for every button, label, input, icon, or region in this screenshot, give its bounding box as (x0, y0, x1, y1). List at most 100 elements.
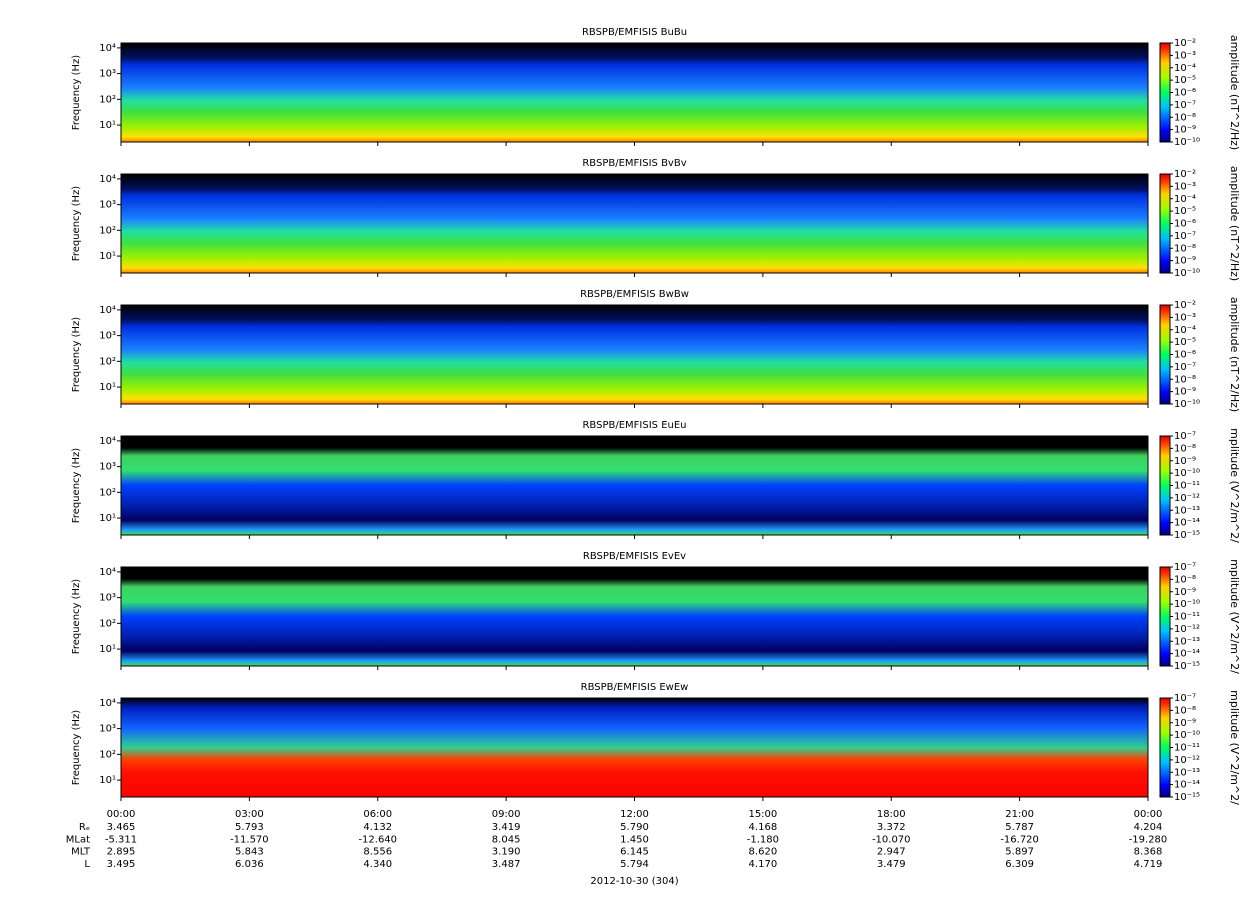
ephemeris-label: MLT (71, 847, 91, 858)
ephemeris-value: 3.372 (877, 822, 906, 833)
colorbar-tick-label: 10⁻⁸ (1174, 705, 1196, 716)
spectrogram-image (121, 698, 1148, 797)
ephemeris-value: 4.132 (363, 822, 392, 833)
colorbar-label: mplitude (V^2/m^2/ (1228, 559, 1241, 674)
spectrogram-image (121, 567, 1148, 666)
colorbar-tick-label: 10⁻¹¹ (1174, 612, 1200, 623)
ephemeris-value: 3.487 (492, 859, 521, 870)
colorbar-tick-label: 10⁻⁶ (1174, 350, 1196, 361)
y-tick-label: 10³ (99, 69, 116, 80)
spectrogram-image (121, 174, 1148, 273)
ephemeris-value: 8.368 (1134, 847, 1163, 858)
colorbar-tick-label: 10⁻⁵ (1174, 206, 1196, 217)
colorbar-tick-label: 10⁻² (1174, 38, 1196, 49)
colorbar-tick-label: 10⁻⁴ (1174, 63, 1196, 74)
y-axis-label: Frequency (Hz) (71, 317, 82, 393)
y-tick-label: 10³ (99, 331, 116, 342)
colorbar-label: amplitude (nT^2/Hz) (1228, 35, 1241, 150)
date-label: 2012-10-30 (304) (590, 876, 678, 887)
y-tick-label: 10² (99, 749, 116, 760)
y-tick-label: 10³ (99, 724, 116, 735)
colorbar-label: mplitude (V^2/m^2/ (1228, 428, 1241, 543)
ephemeris-value: 4.340 (363, 859, 392, 870)
ephemeris-value: -10.070 (872, 834, 911, 845)
x-tick-label: 03:00 (235, 809, 264, 820)
y-tick-label: 10¹ (99, 251, 116, 262)
colorbar-tick-label: 10⁻¹⁰ (1174, 468, 1200, 479)
y-tick-label: 10² (99, 618, 116, 629)
colorbar-tick-label: 10⁻⁷ (1174, 431, 1196, 442)
colorbar-tick-label: 10⁻⁸ (1174, 112, 1196, 123)
colorbar-tick-label: 10⁻⁶ (1174, 88, 1196, 99)
colorbar-tick-label: 10⁻¹⁰ (1174, 268, 1200, 279)
ephemeris-value: 8.556 (363, 847, 392, 858)
colorbar-label: amplitude (nT^2/Hz) (1228, 166, 1241, 281)
colorbar-tick-label: 10⁻⁵ (1174, 337, 1196, 348)
colorbar-label: amplitude (nT^2/Hz) (1228, 297, 1241, 412)
x-tick-label: 12:00 (620, 809, 649, 820)
y-axis-label: Frequency (Hz) (71, 710, 82, 786)
colorbar-tick-label: 10⁻⁹ (1174, 718, 1196, 729)
y-tick-label: 10² (99, 356, 116, 367)
colorbar-tick-label: 10⁻⁸ (1174, 574, 1196, 585)
y-tick-label: 10² (99, 487, 116, 498)
ephemeris-value: -11.570 (230, 834, 269, 845)
ephemeris-value: 4.170 (749, 859, 778, 870)
colorbar-tick-label: 10⁻¹⁴ (1174, 518, 1200, 529)
ephemeris-value: 2.947 (877, 847, 906, 858)
colorbar-tick-label: 10⁻⁸ (1174, 243, 1196, 254)
ephemeris-value: 5.794 (620, 859, 649, 870)
ephemeris-value: -5.311 (105, 834, 137, 845)
colorbar-tick-label: 10⁻⁷ (1174, 100, 1196, 111)
panel-title: RBSPB/EMFISIS BuBu (582, 27, 687, 38)
y-tick-label: 10⁴ (99, 698, 116, 709)
ephemeris-label: MLat (66, 834, 90, 845)
ephemeris-value: 3.495 (107, 859, 136, 870)
spectrogram-image (121, 305, 1148, 404)
spectrogram-image (121, 43, 1148, 142)
ephemeris-value: -12.640 (358, 834, 397, 845)
colorbar-tick-label: 10⁻³ (1174, 181, 1196, 192)
ephemeris-value: 6.145 (620, 847, 649, 858)
y-tick-label: 10³ (99, 593, 116, 604)
ephemeris-value: 6.036 (235, 859, 264, 870)
ephemeris-value: -1.180 (747, 834, 779, 845)
panel-title: RBSPB/EMFISIS EuEu (582, 420, 686, 431)
colorbar-tick-label: 10⁻¹⁰ (1174, 137, 1200, 148)
x-tick-label: 00:00 (107, 809, 136, 820)
colorbar-tick-label: 10⁻³ (1174, 312, 1196, 323)
colorbar-tick-label: 10⁻⁸ (1174, 443, 1196, 454)
colorbar-tick-label: 10⁻¹² (1174, 493, 1200, 504)
x-tick-label: 00:00 (1134, 809, 1163, 820)
colorbar (1159, 173, 1171, 274)
y-axis-label: Frequency (Hz) (71, 55, 82, 131)
ephemeris-value: 5.787 (1005, 822, 1034, 833)
colorbar-tick-label: 10⁻⁴ (1174, 325, 1196, 336)
ephemeris-value: 4.204 (1134, 822, 1163, 833)
ephemeris-label: L (84, 859, 90, 870)
ephemeris-value: -19.280 (1129, 834, 1168, 845)
colorbar-tick-label: 10⁻² (1174, 169, 1196, 180)
colorbar-tick-label: 10⁻⁹ (1174, 387, 1196, 398)
ephemeris-value: 5.793 (235, 822, 264, 833)
colorbar-tick-label: 10⁻¹⁵ (1174, 792, 1200, 803)
colorbar-tick-label: 10⁻¹⁰ (1174, 599, 1200, 610)
ephemeris-value: 1.450 (620, 834, 649, 845)
x-tick-label: 21:00 (1005, 809, 1034, 820)
colorbar-tick-label: 10⁻⁹ (1174, 125, 1196, 136)
ephemeris-value: 3.465 (107, 822, 136, 833)
y-tick-label: 10⁴ (99, 567, 116, 578)
colorbar-tick-label: 10⁻⁸ (1174, 374, 1196, 385)
colorbar-tick-label: 10⁻⁷ (1174, 362, 1196, 373)
x-tick-label: 15:00 (748, 809, 777, 820)
y-tick-label: 10⁴ (99, 436, 116, 447)
x-tick-label: 06:00 (363, 809, 392, 820)
y-tick-label: 10¹ (99, 513, 116, 524)
colorbar-tick-label: 10⁻⁷ (1174, 562, 1196, 573)
colorbar-tick-label: 10⁻³ (1174, 50, 1196, 61)
y-tick-label: 10³ (99, 462, 116, 473)
panel-title: RBSPB/EMFISIS BwBw (580, 289, 689, 300)
ephemeris-value: 8.045 (492, 834, 521, 845)
colorbar-tick-label: 10⁻¹⁴ (1174, 649, 1200, 660)
colorbar-tick-label: 10⁻¹² (1174, 624, 1200, 635)
